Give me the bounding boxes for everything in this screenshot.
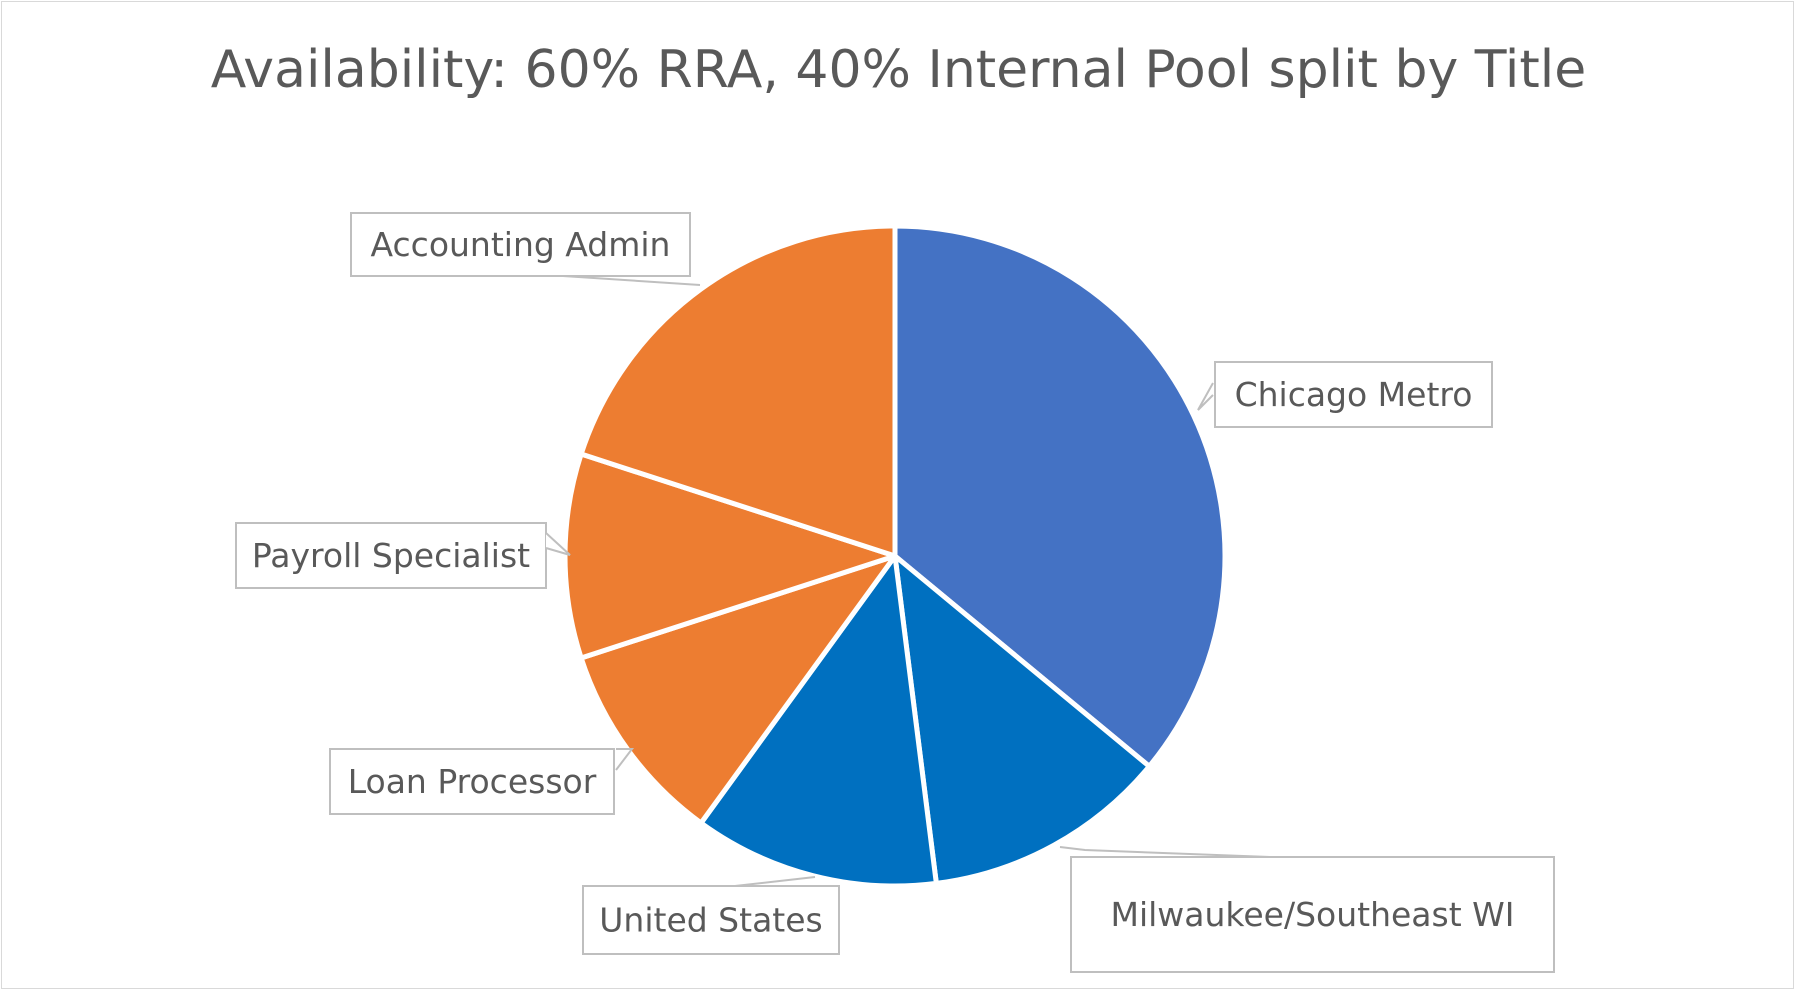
callout-box	[582, 885, 840, 955]
callout-pointer	[545, 532, 571, 556]
leader-line	[1059, 846, 1271, 858]
data-label-text: Milwaukee/Southeast WI	[1110, 895, 1514, 934]
callout-box	[1070, 856, 1555, 973]
callout-pointer	[1197, 382, 1214, 411]
data-label-callout: Accounting Admin	[350, 212, 701, 286]
pie-slice-accounting-admin	[578, 223, 898, 559]
callout-box	[1214, 361, 1493, 428]
callout-box	[350, 212, 691, 277]
data-label-callout: United States	[582, 876, 840, 955]
pie-slice-milwaukee-southeast-wi	[892, 553, 1152, 886]
data-label-text: Accounting Admin	[371, 225, 671, 264]
leader-line	[734, 876, 816, 887]
chart-title: Availability: 60% RRA, 40% Internal Pool…	[210, 40, 1587, 100]
data-label-callout: Loan Processor	[329, 748, 635, 815]
data-label-text: Chicago Metro	[1235, 375, 1473, 414]
callout-pointer	[615, 748, 635, 771]
data-label-callout: Milwaukee/Southeast WI	[1059, 846, 1555, 973]
data-label-text: Loan Processor	[348, 762, 597, 801]
callout-box	[329, 748, 615, 815]
callout-box	[235, 522, 547, 589]
pie-slice-chicago-metro	[892, 223, 1228, 769]
pie-slice-united-states	[698, 553, 939, 889]
data-label-callout: Payroll Specialist	[235, 522, 571, 589]
data-label-text: United States	[599, 901, 822, 940]
leader-line	[562, 275, 701, 286]
data-label-callout: Chicago Metro	[1197, 361, 1493, 428]
data-label-text: Payroll Specialist	[252, 536, 530, 575]
pie-slice-payroll-specialist	[562, 451, 898, 661]
